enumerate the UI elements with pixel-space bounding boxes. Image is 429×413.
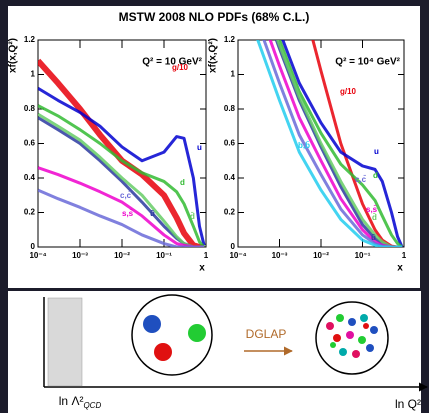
y-tick-label: 0.8 (24, 104, 36, 113)
x-tick-label: 10⁻² (114, 251, 130, 260)
parton (360, 314, 368, 322)
series-label: d (373, 171, 378, 180)
series-label: ū (371, 233, 376, 242)
y-tick-label: 1.2 (24, 35, 36, 44)
series-label: b,b̄ (298, 141, 310, 150)
parton (363, 323, 369, 329)
x-tick-label: 10⁻³ (72, 251, 88, 260)
x-tick-label: 10⁻¹ (355, 251, 371, 260)
pdf-band (38, 116, 205, 247)
parton (348, 318, 356, 326)
parton (333, 334, 341, 342)
parton (326, 322, 334, 330)
pdf-band (277, 40, 404, 247)
x-tick-label: 10⁻² (313, 251, 329, 260)
parton (330, 342, 336, 348)
pdf-band (281, 40, 404, 247)
y-axis-label: xf(x,Q²) (208, 38, 219, 73)
series-label: u (197, 143, 202, 152)
series-group (38, 58, 206, 247)
annotation: Q² = 10⁴ GeV² (335, 57, 400, 68)
x-start-label: ln Λ²QCD (59, 394, 102, 410)
process-label: DGLAP (246, 327, 287, 341)
pdf-band (38, 166, 205, 247)
partons (326, 314, 378, 358)
y-tick-label: 1 (31, 70, 36, 79)
pdf-band (262, 40, 403, 247)
series-group (256, 40, 404, 247)
parton (352, 350, 360, 358)
pdf-band (38, 104, 206, 247)
quark (188, 324, 206, 342)
y-tick-label: 0 (231, 242, 236, 251)
y-tick-label: 0.4 (24, 173, 36, 182)
series-label: s,s̄ (122, 209, 134, 218)
series-label: d̄ (190, 212, 195, 221)
series-label: c,c̄ (120, 191, 132, 200)
series-label: d (180, 178, 185, 187)
x-start-main: ln Λ² (59, 394, 84, 408)
nonperturbative-region (47, 297, 83, 387)
pdf-band (38, 87, 206, 246)
y-tick-label: 0.6 (224, 139, 236, 148)
x-tick-label: 1 (402, 251, 407, 260)
x-tick-label: 10⁻⁴ (229, 251, 246, 260)
parton (358, 336, 366, 344)
series-label: u (374, 147, 379, 156)
y-tick-label: 0.2 (24, 208, 36, 217)
parton (370, 326, 378, 334)
parton (346, 331, 354, 339)
x-start-sub: QCD (83, 401, 101, 410)
quark (154, 343, 172, 361)
parton (366, 344, 374, 352)
y-axis-label: xf(x,Q²) (8, 38, 19, 73)
series-label: d̄ (372, 213, 377, 222)
parton (336, 314, 344, 322)
x-tick-label: 10⁻¹ (156, 251, 172, 260)
y-tick-label: 1 (231, 70, 236, 79)
annotation: Q² = 10 GeV² (142, 57, 202, 68)
series-label: g/10 (340, 87, 357, 96)
pdf-band (256, 40, 403, 247)
y-tick-label: 0.2 (224, 208, 236, 217)
y-tick-label: 0.6 (24, 139, 36, 148)
y-tick-label: 0.4 (224, 173, 236, 182)
series-label: ū (150, 209, 155, 218)
x-tick-label: 10⁻⁴ (29, 251, 46, 260)
pdf-band (276, 40, 403, 247)
pdf-band (274, 40, 403, 247)
x-tick-label: 10⁻³ (272, 251, 288, 260)
x-end-label: ln Q² (395, 397, 421, 411)
quark (143, 315, 161, 333)
x-axis-label: x (199, 263, 205, 274)
pdf-band (38, 188, 205, 247)
diagram: DGLAP ln Λ²QCD ln Q² (43, 294, 428, 411)
series-label: g/10 (172, 63, 189, 72)
y-tick-label: 0 (31, 242, 36, 251)
parton (339, 348, 347, 356)
pdf-band (268, 40, 403, 247)
pdf-band (38, 112, 205, 247)
figure-title: MSTW 2008 NLO PDFs (68% C.L.) (119, 10, 310, 24)
plot-area (37, 39, 207, 248)
series-label: c,c̄ (355, 175, 367, 184)
y-tick-label: 1.2 (224, 35, 236, 44)
series-label: s,s̄ (366, 205, 378, 214)
y-tick-label: 0.8 (224, 104, 236, 113)
x-axis-label: x (397, 263, 403, 274)
x-tick-label: 1 (204, 251, 209, 260)
